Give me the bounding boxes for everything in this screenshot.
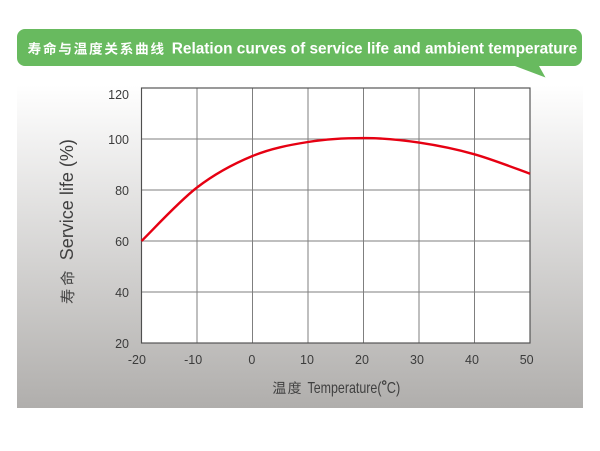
svg-text:C): C) [387,380,401,397]
svg-text:Temperature(: Temperature( [308,380,383,397]
svg-text:Service life (%): Service life (%) [57,139,77,260]
svg-text:Relation curves of service lif: Relation curves of service life and ambi… [172,41,578,58]
